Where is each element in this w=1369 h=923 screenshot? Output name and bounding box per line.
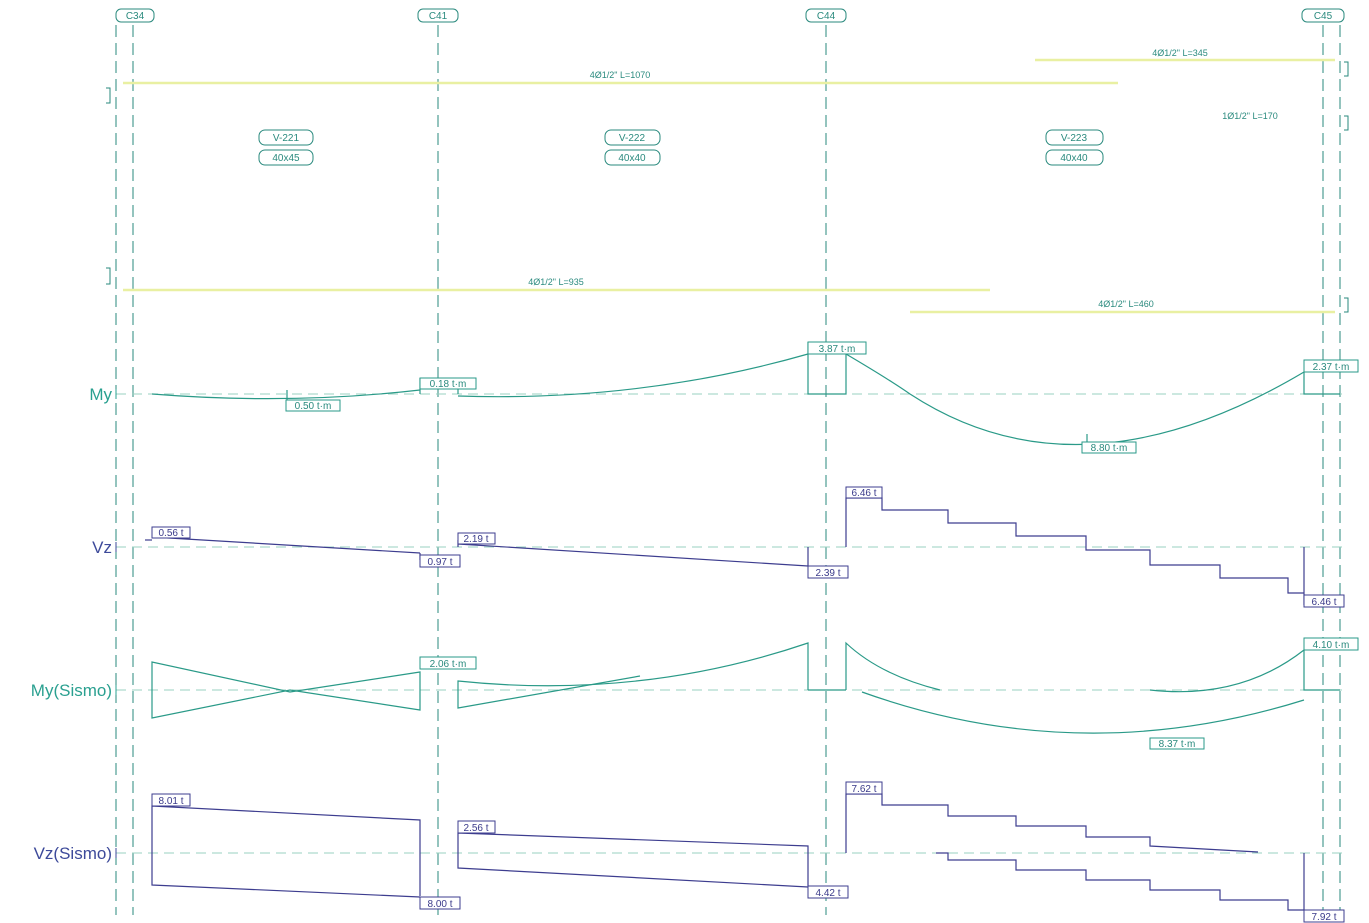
svg-text:2.37 t·m: 2.37 t·m bbox=[1313, 362, 1350, 373]
my-sismo-value-box: 4.10 t·m bbox=[1303, 637, 1359, 651]
vz-value-box: 0.56 t bbox=[151, 526, 191, 539]
beam-label-v222: V-222 40x40 bbox=[604, 129, 661, 166]
beam-name: V-221 bbox=[273, 133, 300, 144]
vz-sismo-value-boxes: 8.01 t 2.56 t 8.00 t 4.42 t 7.62 t 7.92 … bbox=[151, 781, 1345, 923]
my-value-box: 2.37 t·m bbox=[1303, 359, 1359, 373]
svg-text:2.39 t: 2.39 t bbox=[815, 568, 840, 579]
column-label-c34: C34 bbox=[115, 8, 155, 23]
vz-sismo-value-box: 4.42 t bbox=[807, 885, 849, 899]
vz-sismo-value-box: 8.00 t bbox=[419, 896, 461, 910]
my-sismo-value-boxes: 2.06 t·m 8.37 t·m 4.10 t·m bbox=[419, 637, 1359, 750]
rebar-label-bottom-main: 4Ø1/2" L=935 bbox=[528, 277, 584, 287]
vz-value-box: 6.46 t bbox=[1303, 594, 1345, 608]
diagram-labels: My Vz My(Sismo) Vz(Sismo) bbox=[31, 385, 117, 863]
svg-text:2.19 t: 2.19 t bbox=[463, 534, 488, 545]
label-my: My bbox=[89, 385, 112, 404]
svg-text:0.18 t·m: 0.18 t·m bbox=[430, 379, 467, 390]
rebar-hooks bbox=[106, 61, 1349, 313]
column-label-c44: C44 bbox=[805, 8, 847, 23]
my-sismo-value-box: 2.06 t·m bbox=[419, 656, 477, 670]
beam-label-v223: V-223 40x40 bbox=[1045, 129, 1104, 166]
svg-text:0.50 t·m: 0.50 t·m bbox=[295, 401, 332, 412]
vz-sismo-diagram bbox=[151, 793, 1305, 911]
column-axes bbox=[115, 25, 1341, 915]
my-value-box: 3.87 t·m bbox=[807, 341, 867, 355]
svg-text:8.37 t·m: 8.37 t·m bbox=[1159, 739, 1196, 750]
svg-text:2.06 t·m: 2.06 t·m bbox=[430, 659, 467, 670]
svg-text:7.92 t: 7.92 t bbox=[1311, 912, 1336, 923]
vz-diagram bbox=[145, 497, 1305, 605]
vz-sismo-value-box: 8.01 t bbox=[151, 793, 191, 807]
column-label-text: C41 bbox=[429, 11, 448, 22]
svg-text:4.10 t·m: 4.10 t·m bbox=[1313, 640, 1350, 651]
svg-text:6.46 t: 6.46 t bbox=[1311, 597, 1336, 608]
rebar-label-bottom-right: 4Ø1/2" L=460 bbox=[1098, 299, 1154, 309]
svg-text:4.42 t: 4.42 t bbox=[815, 888, 840, 899]
beam-name: V-222 bbox=[619, 133, 646, 144]
beam-section: 40x45 bbox=[272, 153, 300, 164]
rebar-labels: 4Ø1/2" L=1070 4Ø1/2" L=345 1Ø1/2" L=170 … bbox=[528, 48, 1278, 309]
beam-label-v221: V-221 40x45 bbox=[258, 129, 314, 166]
column-labels: C34 C41 C44 C45 bbox=[115, 8, 1345, 23]
rebar-lines bbox=[123, 58, 1335, 314]
vz-value-box: 2.39 t bbox=[807, 565, 849, 579]
rebar-label-top-main: 4Ø1/2" L=1070 bbox=[590, 70, 651, 80]
my-value-boxes: 0.50 t·m 0.18 t·m 3.87 t·m 8.80 t·m 2.37… bbox=[285, 341, 1359, 454]
vz-sismo-value-box: 2.56 t bbox=[457, 820, 496, 834]
label-vz-sismo: Vz(Sismo) bbox=[34, 844, 112, 863]
svg-text:3.87 t·m: 3.87 t·m bbox=[819, 344, 856, 355]
my-value-box: 0.18 t·m bbox=[419, 377, 477, 390]
svg-text:8.00 t: 8.00 t bbox=[427, 899, 452, 910]
beam-section: 40x40 bbox=[1060, 153, 1088, 164]
label-my-sismo: My(Sismo) bbox=[31, 681, 112, 700]
my-sismo-value-box: 8.37 t·m bbox=[1149, 737, 1205, 750]
column-label-text: C34 bbox=[126, 11, 145, 22]
vz-value-box: 0.97 t bbox=[419, 554, 461, 568]
my-value-box: 0.50 t·m bbox=[285, 399, 341, 412]
label-vz: Vz bbox=[92, 538, 112, 557]
svg-text:8.80 t·m: 8.80 t·m bbox=[1091, 443, 1128, 454]
column-label-c45: C45 bbox=[1301, 8, 1345, 23]
column-label-text: C44 bbox=[817, 11, 836, 22]
vz-sismo-value-box: 7.92 t bbox=[1303, 909, 1345, 923]
diagram-baselines bbox=[116, 393, 1345, 854]
beam-labels: V-221 40x45 V-222 40x40 V-223 40x40 bbox=[258, 129, 1104, 166]
vz-value-box: 2.19 t bbox=[457, 532, 496, 545]
beam-name: V-223 bbox=[1061, 133, 1088, 144]
beam-section: 40x40 bbox=[618, 153, 646, 164]
column-label-c41: C41 bbox=[417, 8, 459, 23]
my-sismo-diagram bbox=[151, 641, 1340, 734]
vz-sismo-value-box: 7.62 t bbox=[845, 781, 883, 795]
vz-value-boxes: 0.56 t 0.97 t 2.19 t 2.39 t 6.46 t 6.46 … bbox=[151, 486, 1345, 608]
vz-value-box: 6.46 t bbox=[845, 486, 883, 499]
rebar-label-top-extra: 1Ø1/2" L=170 bbox=[1222, 111, 1278, 121]
svg-text:8.01 t: 8.01 t bbox=[158, 796, 183, 807]
svg-text:0.97 t: 0.97 t bbox=[427, 557, 452, 568]
my-diagram bbox=[151, 342, 1340, 447]
svg-text:0.56 t: 0.56 t bbox=[158, 528, 183, 539]
my-value-box: 8.80 t·m bbox=[1081, 441, 1137, 454]
svg-text:2.56 t: 2.56 t bbox=[463, 823, 488, 834]
column-label-text: C45 bbox=[1314, 11, 1333, 22]
rebar-label-top-right: 4Ø1/2" L=345 bbox=[1152, 48, 1208, 58]
svg-text:7.62 t: 7.62 t bbox=[851, 784, 876, 795]
svg-text:6.46 t: 6.46 t bbox=[851, 488, 876, 499]
